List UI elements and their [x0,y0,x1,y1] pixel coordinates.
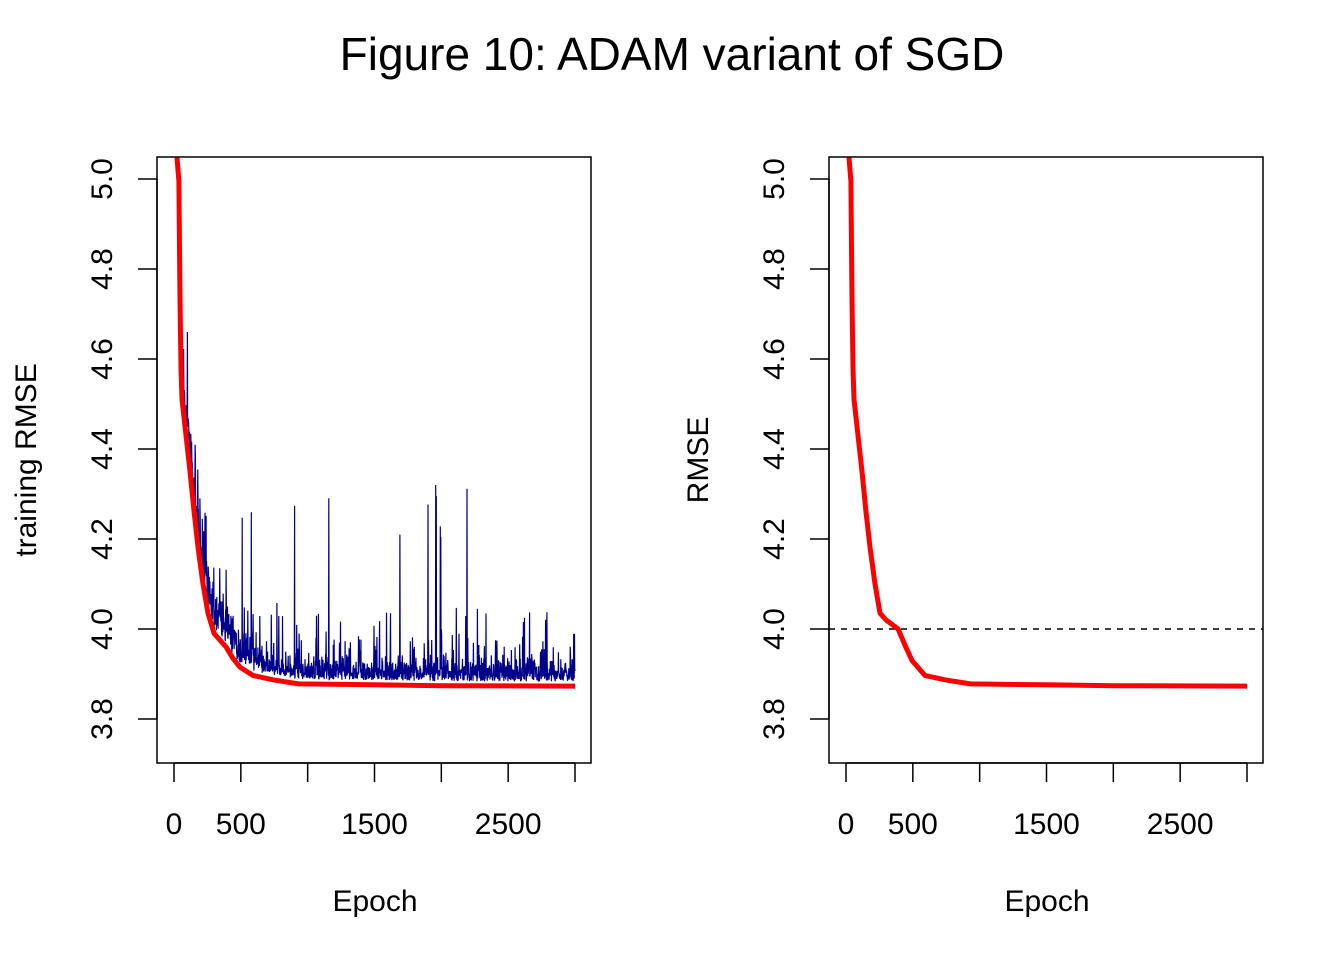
y-tick-label: 3.8 [86,698,119,740]
y-tick-label: 5.0 [758,158,791,200]
series-line-minibatch [181,331,576,682]
figure-title: Figure 10: ADAM variant of SGD [340,28,1005,80]
x-tick-label: 0 [838,808,855,841]
y-tick-label: 4.6 [758,338,791,380]
y-tick-label: 4.6 [86,338,119,380]
x-tick-label: 500 [888,808,938,841]
y-tick-label: 4.2 [758,518,791,560]
x-tick-label: 1500 [341,808,408,841]
y-tick-label: 4.4 [86,428,119,470]
x-tick-label: 500 [216,808,266,841]
y-tick-label: 4.0 [86,608,119,650]
x-tick-label: 2500 [475,808,542,841]
y-tick-label: 4.4 [758,428,791,470]
y-tick-label: 4.2 [86,518,119,560]
series-line-best-rmse [846,157,1248,689]
y-tick-label: 5.0 [86,158,119,200]
y-tick-label: 4.8 [758,248,791,290]
x-axis-label: Epoch [1004,885,1089,918]
x-tick-label: 1500 [1013,808,1080,841]
right-panel: 0 500 1500 2500 Epoch 3.8 4.0 4.2 4.4 4.6 4.8 5.0 RM… [682,156,1264,918]
plot-area [829,157,1263,689]
plot-frame [828,156,1264,764]
x-tick-label: 0 [166,808,183,841]
y-axis-label: training RMSE [10,363,43,556]
x-tick-label: 2500 [1147,808,1214,841]
series-line-best-rmse [174,157,576,689]
y-axis-label: RMSE [682,417,715,504]
y-tick-label: 3.8 [758,698,791,740]
y-tick-label: 4.8 [86,248,119,290]
x-axis-label: Epoch [332,885,417,918]
y-tick-label: 4.0 [758,608,791,650]
plot-area [174,157,576,689]
left-panel: 0 500 1500 2500 Epoch 3.8 4.0 4.2 4.4 4.6 4.8 5.0 tr… [10,156,592,918]
